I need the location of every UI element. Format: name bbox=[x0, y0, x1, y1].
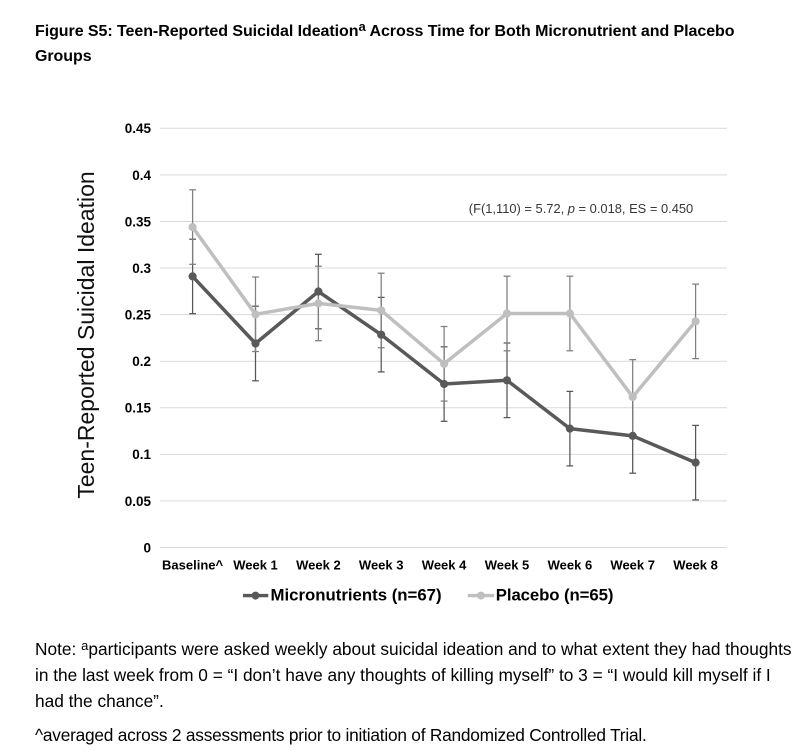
svg-text:(F(1,110) = 5.72, p = 0.018, E: (F(1,110) = 5.72, p = 0.018, ES = 0.450 bbox=[469, 201, 693, 216]
svg-text:Week 2: Week 2 bbox=[296, 558, 341, 573]
svg-text:Baseline^: Baseline^ bbox=[162, 558, 223, 573]
svg-text:Week 7: Week 7 bbox=[610, 558, 655, 573]
svg-text:Week 4: Week 4 bbox=[422, 558, 467, 573]
svg-text:Placebo (n=65): Placebo (n=65) bbox=[496, 586, 614, 605]
svg-text:Week 6: Week 6 bbox=[548, 558, 593, 573]
svg-text:Micronutrients (n=67): Micronutrients (n=67) bbox=[271, 586, 442, 605]
svg-text:0.35: 0.35 bbox=[125, 214, 152, 229]
svg-text:0.3: 0.3 bbox=[132, 261, 151, 276]
svg-text:Week 3: Week 3 bbox=[359, 558, 404, 573]
svg-text:Week 5: Week 5 bbox=[485, 558, 530, 573]
svg-text:0.25: 0.25 bbox=[125, 308, 152, 323]
svg-text:0.1: 0.1 bbox=[132, 447, 151, 462]
svg-text:Week 8: Week 8 bbox=[673, 558, 718, 573]
svg-text:Teen-Reported Suicidal Ideatio: Teen-Reported Suicidal Ideation bbox=[73, 171, 99, 498]
svg-text:0.4: 0.4 bbox=[132, 168, 151, 183]
svg-text:0.05: 0.05 bbox=[125, 494, 152, 509]
svg-text:0.15: 0.15 bbox=[125, 401, 152, 416]
svg-text:0.45: 0.45 bbox=[125, 121, 152, 136]
svg-text:Week 1: Week 1 bbox=[233, 558, 278, 573]
svg-text:0.2: 0.2 bbox=[132, 354, 151, 369]
svg-text:0: 0 bbox=[143, 540, 151, 555]
